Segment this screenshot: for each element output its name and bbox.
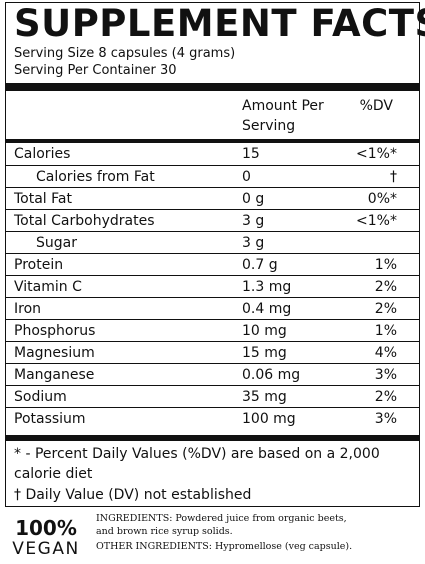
nutrient-name: Calories from Fat	[36, 169, 155, 185]
table-row: Phosphorus 10 mg 1%	[6, 319, 419, 341]
thick-divider-bottom	[6, 435, 419, 441]
nutrient-dv: 2%	[374, 279, 397, 295]
table-row: Protein 0.7 g 1%	[6, 253, 419, 275]
nutrient-dv: 3%	[374, 411, 397, 427]
nutrient-dv: <1%*	[356, 213, 397, 229]
nutrient-dv: 4%	[374, 345, 397, 361]
vegan-badge: 100% VEGAN	[8, 517, 84, 559]
nutrient-name: Vitamin C	[14, 279, 82, 295]
thick-divider-header	[6, 139, 419, 143]
nutrient-amount: 1.3 mg	[242, 279, 292, 295]
table-row: Calories 15 <1%*	[6, 143, 419, 165]
nutrient-name: Manganese	[14, 367, 95, 383]
nutrient-amount: 15	[242, 146, 260, 162]
nutrient-name: Iron	[14, 301, 42, 317]
table-row: Total Carbohydrates 3 g <1%*	[6, 209, 419, 231]
vegan-badge-percent: 100%	[15, 516, 77, 540]
nutrient-dv: 1%	[374, 257, 397, 273]
nutrient-amount: 3 g	[242, 235, 265, 251]
nutrient-dv: 2%	[374, 301, 397, 317]
nutrient-dv: 0%*	[367, 191, 397, 207]
nutrient-amount: 0.4 mg	[242, 301, 292, 317]
nutrient-dv: 3%	[374, 367, 397, 383]
nutrient-amount: 0.7 g	[242, 257, 278, 273]
nutrient-name: Phosphorus	[14, 323, 96, 339]
ingredients-line1: INGREDIENTS: Powdered juice from organic…	[96, 513, 347, 524]
nutrient-amount: 0	[242, 169, 251, 185]
dv-header: %DV	[359, 98, 393, 114]
footnote-line3: † Daily Value (DV) not established	[14, 487, 252, 503]
table-row: Sugar 3 g	[6, 231, 419, 253]
nutrient-amount: 35 mg	[242, 389, 287, 405]
other-ingredients: OTHER INGREDIENTS: Hypromellose (veg cap…	[96, 541, 353, 552]
nutrient-name: Protein	[14, 257, 64, 273]
nutrient-dv: 1%	[374, 323, 397, 339]
servings-per-container: Serving Per Container 30	[14, 63, 177, 78]
table-row: Manganese 0.06 mg 3%	[6, 363, 419, 385]
serving-size: Serving Size 8 capsules (4 grams)	[14, 46, 236, 61]
amount-header: Amount Per Serving	[242, 96, 324, 136]
amount-header-line2: Serving	[242, 118, 296, 134]
table-row: Calories from Fat 0 †	[6, 165, 419, 187]
ingredients-line2: and brown rice syrup solids.	[96, 526, 233, 537]
nutrient-amount: 0 g	[242, 191, 265, 207]
nutrient-name: Total Carbohydrates	[14, 213, 155, 229]
thick-divider-top	[6, 83, 419, 91]
nutrient-name: Sodium	[14, 389, 67, 405]
nutrient-name: Calories	[14, 146, 71, 162]
nutrient-name: Potassium	[14, 411, 86, 427]
nutrient-dv: †	[390, 169, 397, 185]
table-row: Magnesium 15 mg 4%	[6, 341, 419, 363]
nutrient-dv: 2%	[374, 389, 397, 405]
nutrient-amount: 15 mg	[242, 345, 287, 361]
nutrient-amount: 0.06 mg	[242, 367, 301, 383]
supplement-facts-panel: SUPPLEMENT FACTS Serving Size 8 capsules…	[5, 2, 425, 507]
nutrient-name: Sugar	[36, 235, 77, 251]
nutrient-amount: 3 g	[242, 213, 265, 229]
table-row: Sodium 35 mg 2%	[6, 385, 419, 407]
table-row: Potassium 100 mg 3%	[6, 407, 419, 429]
footnote-line2: calorie diet	[14, 466, 93, 482]
nutrient-amount: 10 mg	[242, 323, 287, 339]
panel-title: SUPPLEMENT FACTS	[14, 2, 425, 45]
nutrient-dv: <1%*	[356, 146, 397, 162]
table-row: Vitamin C 1.3 mg 2%	[6, 275, 419, 297]
table-row: Total Fat 0 g 0%*	[6, 187, 419, 209]
table-row: Iron 0.4 mg 2%	[6, 297, 419, 319]
nutrient-amount: 100 mg	[242, 411, 296, 427]
vegan-badge-word: VEGAN	[12, 539, 80, 559]
footnote-line1: * - Percent Daily Values (%DV) are based…	[14, 446, 380, 462]
nutrient-name: Total Fat	[14, 191, 72, 207]
amount-header-line1: Amount Per	[242, 98, 324, 114]
nutrient-name: Magnesium	[14, 345, 95, 361]
